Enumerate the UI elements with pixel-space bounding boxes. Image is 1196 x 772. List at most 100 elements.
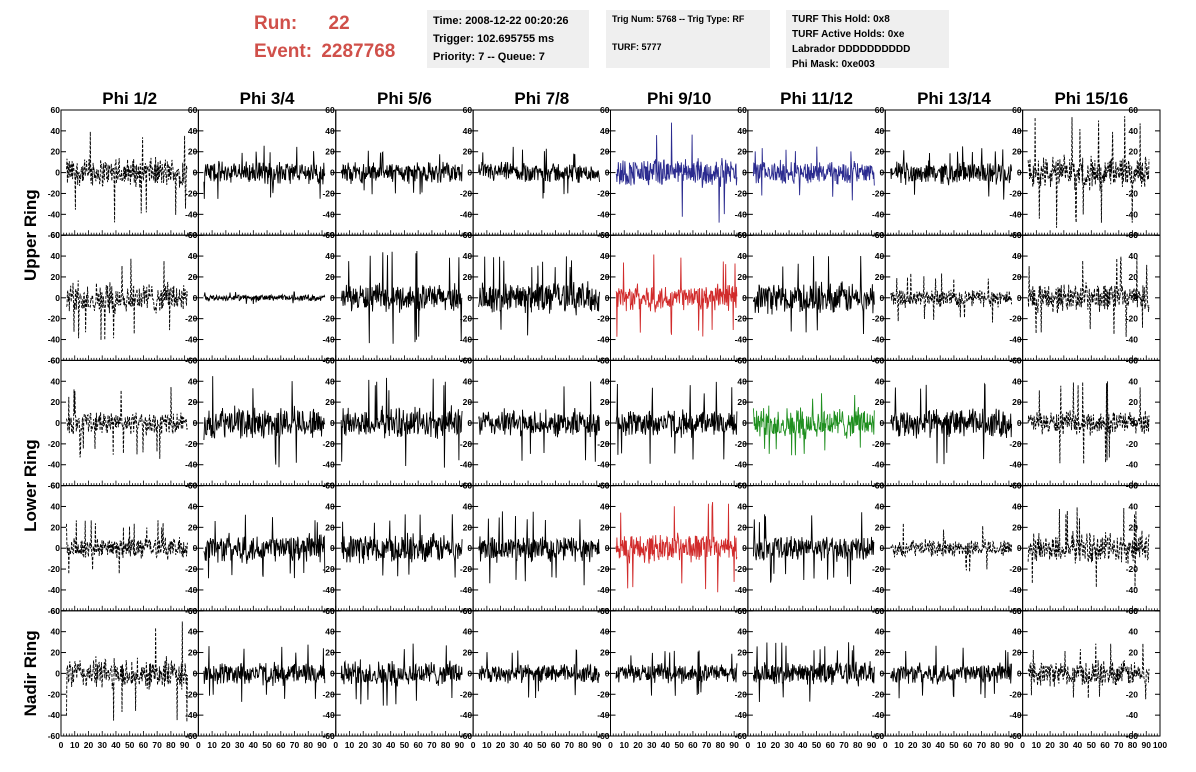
y-tick-label: -20 — [1009, 188, 1022, 198]
x-tick-label: 50 — [674, 740, 684, 750]
y-tick-label: -40 — [1126, 710, 1139, 720]
x-tick-label: 20 — [84, 740, 94, 750]
x-tick-label: 20 — [496, 740, 506, 750]
waveform-trace — [203, 644, 326, 702]
waveform-trace — [615, 254, 738, 337]
y-tick-label: 0 — [330, 668, 335, 678]
y-tick-label: 0 — [742, 543, 747, 553]
y-tick-label: 0 — [193, 668, 198, 678]
y-tick-label: 0 — [1017, 168, 1022, 178]
y-tick-label: -40 — [460, 335, 473, 345]
ring-label: Upper Ring — [21, 189, 40, 281]
phi-mask-text: Phi Mask: 0xe003 — [792, 59, 875, 70]
x-tick-label: 60 — [688, 740, 698, 750]
x-tick-label: 10 — [1032, 740, 1042, 750]
y-tick-label: 60 — [737, 105, 747, 115]
trigger-text: Trigger: 102.695755 ms — [433, 33, 555, 45]
y-tick-label: -20 — [1126, 314, 1139, 324]
y-tick-label: 0 — [467, 418, 472, 428]
y-tick-label: -40 — [1126, 585, 1139, 595]
waveform-trace — [340, 514, 463, 578]
y-tick-label: 40 — [463, 126, 473, 136]
y-tick-label: -60 — [48, 731, 61, 741]
y-tick-label: -40 — [185, 335, 198, 345]
ring-label: Lower Ring — [21, 439, 40, 532]
x-tick-label: 0 — [333, 740, 338, 750]
y-tick-label: 60 — [875, 606, 885, 616]
x-tick-label: 20 — [358, 740, 368, 750]
y-tick-label: -20 — [1009, 564, 1022, 574]
column-header: Phi 9/10 — [647, 89, 711, 108]
y-tick-label: -40 — [1009, 335, 1022, 345]
x-tick-label: 10 — [482, 740, 492, 750]
y-tick-label: -40 — [872, 585, 885, 595]
y-tick-label: 0 — [193, 168, 198, 178]
y-tick-label: 20 — [188, 272, 198, 282]
y-tick-label: -40 — [322, 335, 335, 345]
y-tick-label: 40 — [1129, 501, 1139, 511]
y-tick-label: -40 — [597, 585, 610, 595]
y-tick-label: 60 — [1129, 355, 1139, 365]
x-tick-label: 40 — [111, 740, 121, 750]
y-tick-label: 40 — [51, 376, 61, 386]
y-tick-label: 20 — [325, 648, 335, 658]
x-tick-label: 70 — [1114, 740, 1124, 750]
y-tick-label: -60 — [48, 606, 61, 616]
y-tick-label: -40 — [460, 460, 473, 470]
x-tick-label: 0 — [59, 740, 64, 750]
y-tick-label: 20 — [600, 522, 610, 532]
waveform-trace — [1027, 643, 1150, 700]
x-tick-label: 30 — [1059, 740, 1069, 750]
y-tick-label: -60 — [322, 731, 335, 741]
y-tick-label: 0 — [55, 168, 60, 178]
x-tick-label: 20 — [771, 740, 781, 750]
y-tick-label: 0 — [742, 293, 747, 303]
y-tick-label: 60 — [600, 230, 610, 240]
y-tick-label: 40 — [1012, 627, 1022, 637]
y-tick-label: 40 — [1012, 376, 1022, 386]
y-tick-label: 20 — [325, 272, 335, 282]
column-header: Phi 1/2 — [102, 89, 157, 108]
waveform-trace — [478, 511, 600, 586]
y-tick-label: 60 — [325, 105, 335, 115]
waveform-trace — [752, 642, 875, 703]
waveform-trace — [615, 501, 738, 593]
y-tick-label: 40 — [1129, 627, 1139, 637]
panel-frame — [884, 234, 1024, 361]
y-tick-label: 20 — [737, 397, 747, 407]
y-tick-label: 60 — [188, 105, 198, 115]
y-tick-label: 20 — [875, 648, 885, 658]
x-tick-label: 30 — [372, 740, 382, 750]
y-tick-label: 0 — [55, 293, 60, 303]
y-tick-label: 20 — [463, 648, 473, 658]
y-tick-label: 0 — [55, 668, 60, 678]
x-tick-label: 50 — [537, 740, 547, 750]
y-tick-label: -60 — [597, 731, 610, 741]
y-tick-label: 0 — [193, 543, 198, 553]
y-tick-label: -20 — [597, 689, 610, 699]
y-tick-label: 0 — [1017, 668, 1022, 678]
y-tick-label: -20 — [460, 564, 473, 574]
waveform-trace — [66, 131, 188, 223]
y-tick-label: 60 — [600, 105, 610, 115]
turf-active-holds-text: TURF Active Holds: 0xe — [792, 29, 905, 40]
x-tick-label: 60 — [139, 740, 149, 750]
y-tick-label: -60 — [1009, 731, 1022, 741]
y-tick-label: 0 — [1017, 418, 1022, 428]
y-tick-label: 20 — [1012, 648, 1022, 658]
y-tick-label: -40 — [597, 209, 610, 219]
y-tick-label: 60 — [875, 481, 885, 491]
y-tick-label: 60 — [51, 606, 61, 616]
waveform-trace — [478, 381, 600, 462]
y-tick-label: 20 — [600, 272, 610, 282]
y-tick-label: 40 — [463, 501, 473, 511]
y-tick-label: -20 — [735, 564, 748, 574]
